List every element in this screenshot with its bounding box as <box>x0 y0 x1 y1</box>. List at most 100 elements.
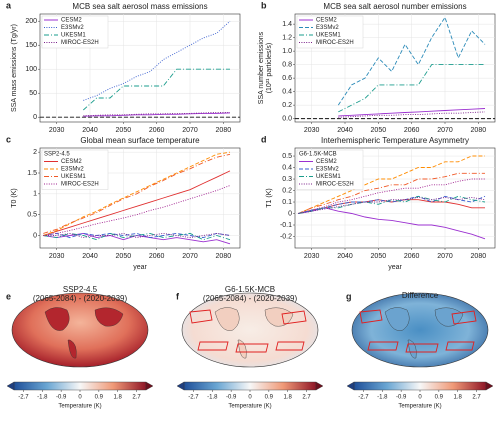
colorbar-tick-label: 0.9 <box>435 395 444 401</box>
colorbar-tick-label: 1.8 <box>454 395 463 401</box>
x-tick-label: 2080 <box>471 253 487 260</box>
series-line <box>82 68 230 111</box>
map-title: SSP2-4.5 <box>63 285 98 294</box>
y-tick-label: 0.2 <box>282 187 292 194</box>
x-tick-label: 2040 <box>337 127 353 134</box>
legend-label: CESM2 <box>316 159 337 165</box>
series-line <box>298 195 486 214</box>
colorbar-tick-label: -0.9 <box>396 395 407 401</box>
y-tick-label: 0.6 <box>282 75 292 82</box>
y-tick-label: 0 <box>288 210 292 217</box>
colorbar-tick-label: -0.9 <box>56 395 67 401</box>
colorbar-tick-label: -2.7 <box>358 395 369 401</box>
panel-letter: e <box>6 291 11 301</box>
panel-title: MCB sea salt aerosol mass emissions <box>72 2 207 11</box>
series-line <box>83 111 230 117</box>
series-line <box>43 170 231 236</box>
colorbar-tick-label: 2.7 <box>302 395 311 401</box>
y-axis-label: T0 (K) <box>11 188 18 207</box>
colorbar-tick-label: 0.9 <box>265 395 274 401</box>
colorbar-label: Temperature (K) <box>228 404 271 410</box>
legend-box <box>296 15 364 49</box>
x-tick-label: 2040 <box>337 253 353 260</box>
series-line <box>43 185 231 236</box>
legend-title: G6-1.5K-MCB <box>299 152 337 158</box>
x-tick-label: 2070 <box>437 127 453 134</box>
x-tick-label: 2050 <box>116 127 132 134</box>
colorbar-tick-label: -2.7 <box>18 395 29 401</box>
map-title: G6-1.5K-MCB <box>225 285 275 294</box>
colorbar-tick-label: 0 <box>248 395 252 401</box>
legend-box <box>41 15 109 49</box>
y-tick-label: 150 <box>25 42 37 49</box>
x-tick-label: 2030 <box>49 253 65 260</box>
y-tick-label: 0.1 <box>282 199 292 206</box>
colorbar <box>13 381 147 391</box>
legend-label: E3SMv2 <box>61 167 84 173</box>
legend-label: CESM2 <box>61 159 82 165</box>
x-tick-label: 2030 <box>304 253 320 260</box>
y-tick-label: 1.5 <box>27 170 37 177</box>
colorbar-extend <box>176 381 185 391</box>
y-tick-label: 0.3 <box>282 176 292 183</box>
colorbar-tick-label: -1.8 <box>377 395 388 401</box>
y-axis-label: SSA mass emissions (Tg/yr) <box>11 24 18 112</box>
x-tick-label: 2040 <box>82 127 98 134</box>
colorbar-label: Temperature (K) <box>58 404 101 410</box>
colorbar-tick-label: -1.8 <box>37 395 48 401</box>
series-line <box>43 232 231 241</box>
x-axis-label: year <box>388 264 402 271</box>
y-tick-label: 1.4 <box>282 21 292 28</box>
legend-label: CESM2 <box>61 18 82 24</box>
y-axis-label: (10²¹ particles/s) <box>266 43 273 94</box>
panel-letter: b <box>261 0 267 10</box>
legend-label: E3SMv2 <box>316 167 339 173</box>
legend-box <box>296 149 364 190</box>
y-tick-label: 0 <box>33 114 37 121</box>
plot-area <box>294 13 496 123</box>
x-tick-label: 2080 <box>471 127 487 134</box>
y-tick-label: 1.2 <box>282 34 292 41</box>
colorbar-tick-label: -1.8 <box>207 395 218 401</box>
colorbar-extend <box>6 381 15 391</box>
y-tick-label: 0 <box>33 232 37 239</box>
y-tick-label: 1.0 <box>282 48 292 55</box>
series-line <box>338 108 486 117</box>
legend-label: UKESM1 <box>316 33 341 39</box>
y-tick-label: 0.5 <box>282 153 292 160</box>
panel-letter: c <box>6 134 11 144</box>
map-title: (2065-2084) - (2020-2039) <box>203 294 298 303</box>
series-line <box>43 232 231 239</box>
y-tick-label: 0.0 <box>282 115 292 122</box>
y-tick-label: 0.4 <box>282 88 292 95</box>
colorbar-tick-label: -0.9 <box>226 395 237 401</box>
y-tick-label: 0.4 <box>282 164 292 171</box>
x-tick-label: 2070 <box>437 253 453 260</box>
colorbar <box>353 381 487 391</box>
colorbar-extend <box>145 381 154 391</box>
colorbar-extend <box>315 381 324 391</box>
legend-label: E3SMv2 <box>316 25 339 31</box>
legend-label: E3SMv2 <box>61 25 84 31</box>
x-tick-label: 2070 <box>182 127 198 134</box>
y-tick-label: 2 <box>33 149 37 156</box>
colorbar-extend <box>485 381 494 391</box>
x-tick-label: 2080 <box>216 127 232 134</box>
series-line <box>337 16 486 106</box>
x-tick-label: 2060 <box>149 253 165 260</box>
map-title: (2065-2084) - (2020-2039) <box>33 294 128 303</box>
series-line <box>83 20 231 101</box>
x-tick-label: 2060 <box>149 127 165 134</box>
series-line <box>43 232 231 239</box>
series-line <box>298 196 486 214</box>
series-line <box>298 207 486 240</box>
legend-label: MIROC-ES2H <box>61 40 99 46</box>
series-line <box>338 64 485 113</box>
colorbar-tick-label: 2.7 <box>132 395 141 401</box>
legend-label: CESM2 <box>316 18 337 24</box>
x-tick-label: 2030 <box>49 127 65 134</box>
panel-letter: g <box>346 291 352 301</box>
